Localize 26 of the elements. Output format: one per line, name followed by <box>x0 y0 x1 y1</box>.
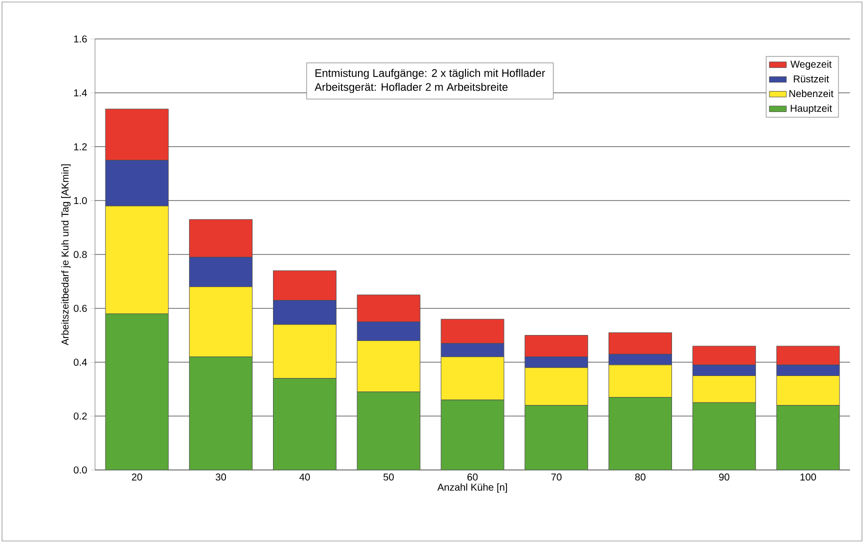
x-tick-label: 100 <box>800 474 816 481</box>
x-tick-label: 70 <box>551 474 562 481</box>
annotation: Entmistung Laufgänge: 2 x täglich mit Hofllader <box>316 68 546 80</box>
y-axis-title: Arbeitszeitbedarf je Kuh und Tag [AKmin] <box>61 164 71 346</box>
x-tick-label: 20 <box>132 474 142 481</box>
y-tick-label: 1.0 <box>74 197 87 204</box>
x-tick-label: 60 <box>467 474 478 481</box>
x-tick-label: 80 <box>635 474 646 481</box>
legend-label: Hauptzeit <box>790 104 832 114</box>
y-tick-label: 0.6 <box>74 304 87 312</box>
x-axis-title: Anzahl Kühe [n] <box>437 483 507 493</box>
y-tick-label: 0.8 <box>74 250 87 258</box>
legend-label: Rüstzeit <box>794 75 829 82</box>
x-tick-label: 40 <box>299 474 310 481</box>
annotation: Arbeitsgerät: Hoflader 2 m Arbeitsbreite <box>314 82 508 94</box>
y-tick-label: 1.4 <box>74 89 87 96</box>
y-tick-label: 0.4 <box>74 358 87 366</box>
y-tick-label: 0.2 <box>74 412 87 420</box>
legend-label: Wegezeit <box>790 60 832 70</box>
y-tick-label: 1.2 <box>74 143 87 150</box>
y-tick-label: 1.6 <box>74 35 87 43</box>
x-tick-label: 90 <box>719 474 730 481</box>
x-tick-label: 50 <box>383 474 394 481</box>
legend-label: Nebenzeit <box>789 90 834 98</box>
y-tick-label: 0.0 <box>74 466 87 474</box>
x-tick-label: 30 <box>216 474 226 481</box>
